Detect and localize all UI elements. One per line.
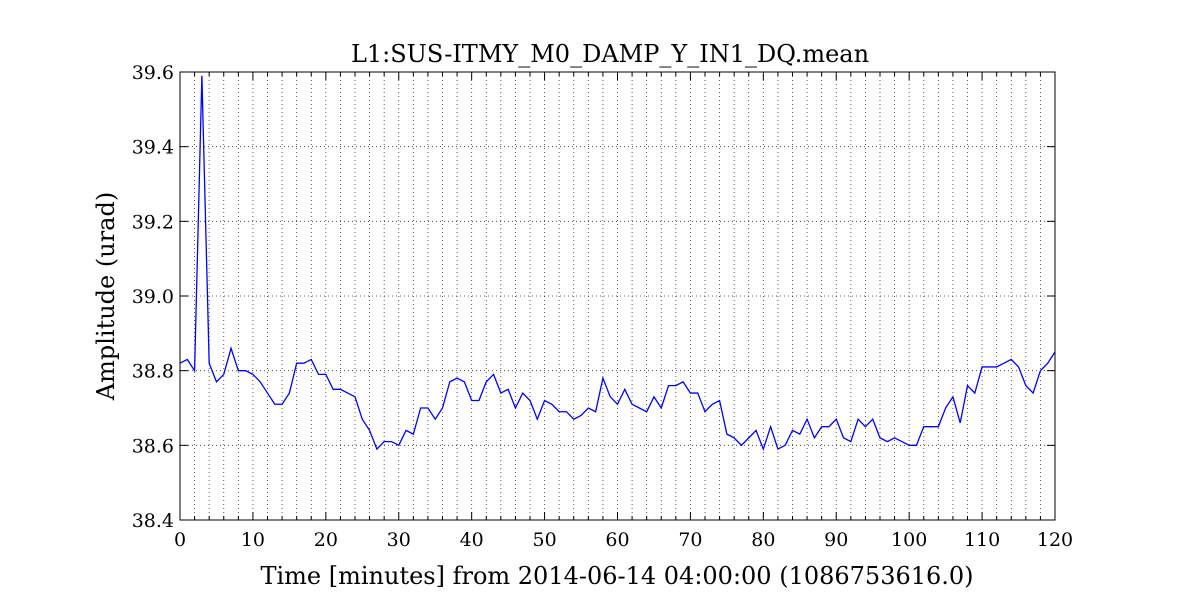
x-tick-labels: 0 10 20 30 40 50 60 70 80 90 100 110 120	[174, 529, 1073, 551]
x-tick-label: 50	[532, 529, 556, 551]
x-tick-label: 60	[605, 529, 629, 551]
x-tick-label: 20	[314, 529, 338, 551]
plot-frame	[179, 71, 1056, 521]
y-tick-label: 39.6	[132, 62, 174, 84]
y-tick-label: 39.4	[132, 137, 174, 159]
x-tick-label: 110	[964, 529, 1000, 551]
series-line	[179, 75, 1056, 451]
x-tick-label: 70	[678, 529, 702, 551]
y-tick-label: 38.8	[132, 361, 174, 383]
x-tick-label: 120	[1037, 529, 1073, 551]
x-tick-label: 100	[891, 529, 927, 551]
y-axis-label: Amplitude (urad)	[92, 192, 120, 401]
series-layer	[179, 75, 1056, 451]
y-tick-label: 39.2	[132, 211, 174, 233]
y-tick-label: 38.4	[132, 510, 174, 532]
x-axis-label: Time [minutes] from 2014-06-14 04:00:00 …	[260, 562, 973, 590]
x-tick-label: 80	[751, 529, 775, 551]
y-tick-label: 38.6	[132, 435, 174, 457]
x-tick-label: 10	[241, 529, 265, 551]
x-tick-label: 40	[460, 529, 484, 551]
x-tick-label: 30	[387, 529, 411, 551]
x-tick-label: 90	[824, 529, 848, 551]
y-tick-label: 39.0	[132, 286, 174, 308]
chart-title: L1:SUS-ITMY_M0_DAMP_Y_IN1_DQ.mean	[351, 40, 869, 68]
grid-lines	[180, 72, 1055, 520]
y-tick-labels: 38.4 38.6 38.8 39.0 39.2 39.4 39.6	[132, 62, 174, 532]
x-tick-label: 0	[174, 529, 186, 551]
